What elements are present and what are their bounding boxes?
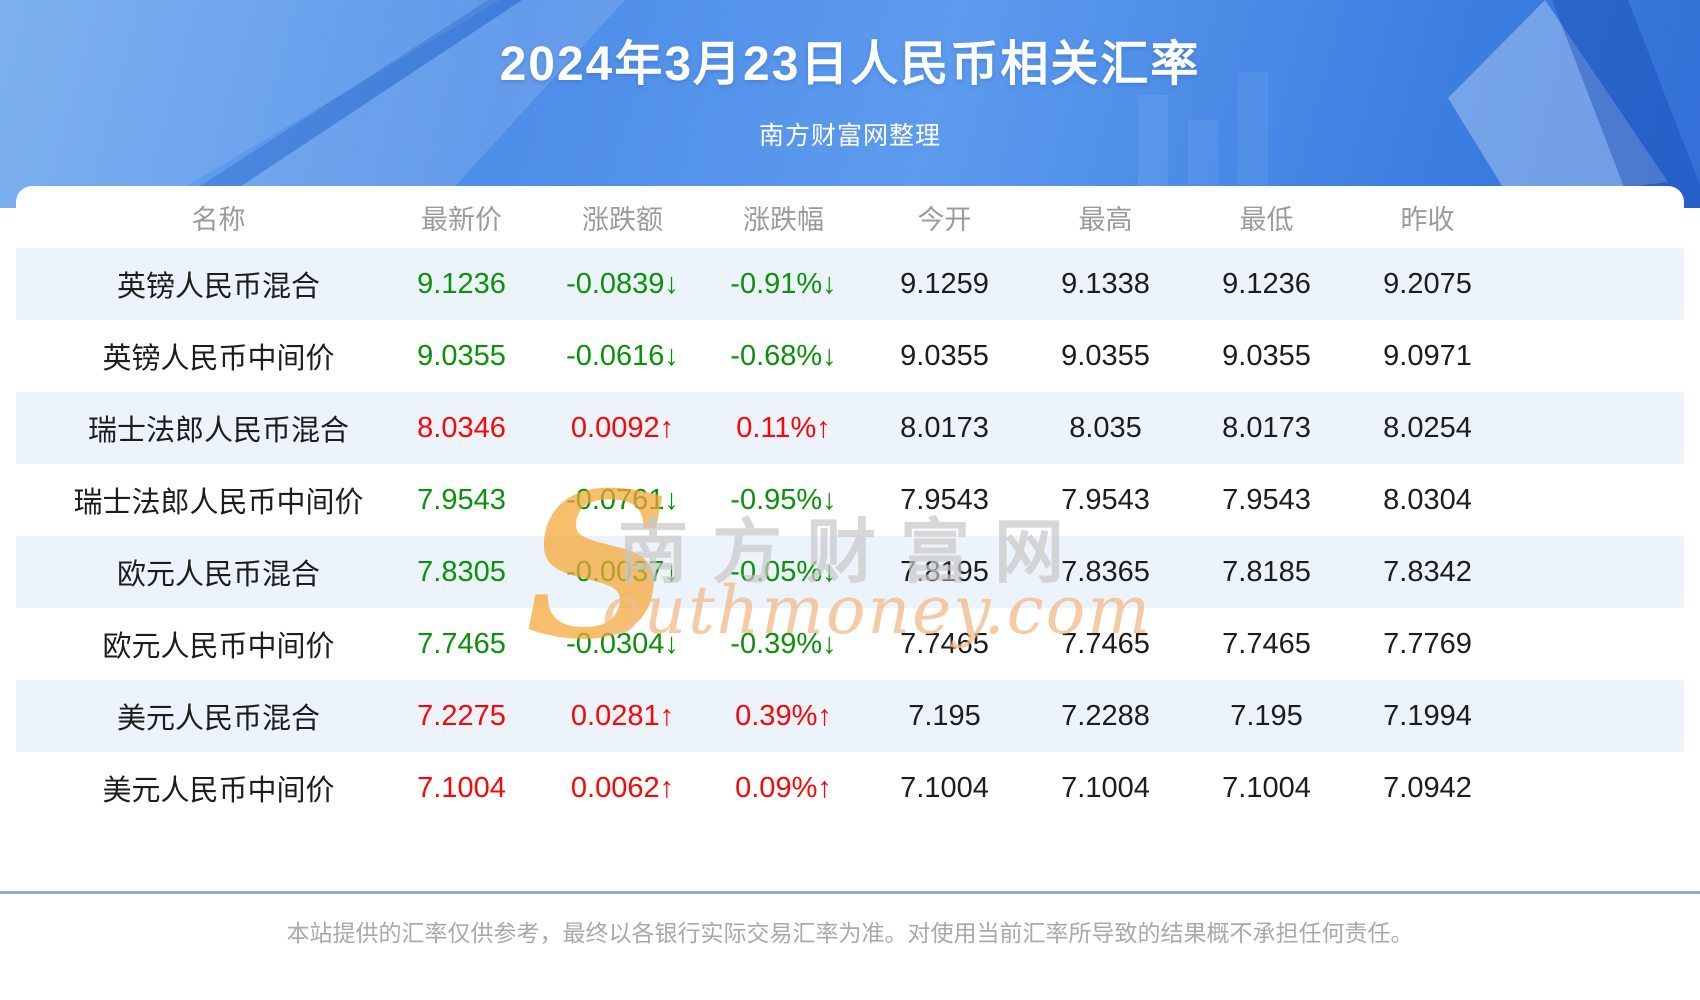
cell-currency-name: 美元人民币中间价 [102, 775, 335, 807]
cell-open-price: 7.9543 [900, 483, 989, 516]
table-row: 欧元人民币中间价 7.7465 -0.0304↓ -0.39%↓ 7.7465 … [16, 608, 1684, 680]
cell-prev-close: 7.0942 [1383, 771, 1472, 804]
page-subtitle: 南方财富网整理 [758, 122, 941, 150]
cell-latest-price: 7.7465 [417, 627, 506, 660]
cell-low-price: 9.1236 [1222, 267, 1311, 300]
table-row: 英镑人民币中间价 9.0355 -0.0616↓ -0.68%↓ 9.0355 … [16, 320, 1684, 392]
cell-latest-price: 9.1236 [417, 267, 506, 300]
cell-open-price: 7.1004 [900, 771, 989, 804]
cell-currency-name: 美元人民币混合 [116, 703, 320, 735]
cell-high-price: 7.9543 [1061, 483, 1150, 516]
cell-latest-price: 7.8305 [417, 555, 506, 588]
cell-high-price: 9.0355 [1061, 339, 1150, 372]
cell-prev-close: 8.0304 [1383, 483, 1472, 516]
cell-currency-name: 英镑人民币混合 [116, 271, 320, 303]
cell-low-price: 7.1004 [1222, 771, 1311, 804]
cell-change-amount: -0.0761↓ [566, 483, 679, 516]
cell-change-percent: 0.39%↑ [735, 699, 832, 732]
footer-divider [0, 891, 1700, 894]
column-header-change-pct: 涨跌幅 [743, 204, 824, 235]
cell-change-percent: -0.39%↓ [730, 627, 837, 660]
exchange-rate-table: 名称 最新价 涨跌额 涨跌幅 今开 最高 最低 昨收 英镑人民币混合 9.123… [16, 186, 1684, 824]
column-header-high: 最高 [1078, 204, 1133, 235]
cell-latest-price: 7.9543 [417, 483, 506, 516]
cell-currency-name: 英镑人民币中间价 [102, 343, 335, 375]
cell-open-price: 8.0173 [900, 411, 989, 444]
cell-change-amount: 0.0281↑ [570, 699, 675, 732]
column-header-latest: 最新价 [421, 204, 502, 235]
cell-high-price: 7.2288 [1061, 699, 1150, 732]
cell-open-price: 7.7465 [900, 627, 989, 660]
column-header-change: 涨跌额 [582, 204, 663, 235]
cell-latest-price: 8.0346 [417, 411, 506, 444]
cell-open-price: 9.1259 [900, 267, 989, 300]
cell-high-price: 7.1004 [1061, 771, 1150, 804]
table-header-row: 名称 最新价 涨跌额 涨跌幅 今开 最高 最低 昨收 [16, 186, 1684, 248]
cell-change-percent: -0.91%↓ [730, 267, 837, 300]
column-header-name: 名称 [191, 204, 246, 235]
column-header-prev-close: 昨收 [1400, 204, 1455, 235]
column-header-low: 最低 [1239, 204, 1294, 235]
table-row: 瑞士法郎人民币中间价 7.9543 -0.0761↓ -0.95%↓ 7.954… [16, 464, 1684, 536]
cell-change-amount: -0.0616↓ [566, 339, 679, 372]
cell-change-percent: 0.09%↑ [735, 771, 832, 804]
table-row: 欧元人民币混合 7.8305 -0.0037↓ -0.05%↓ 7.8195 7… [16, 536, 1684, 608]
cell-high-price: 7.7465 [1061, 627, 1150, 660]
cell-change-amount: -0.0037↓ [566, 555, 679, 588]
cell-open-price: 7.8195 [900, 555, 989, 588]
disclaimer-text: 本站提供的汇率仅供参考，最终以各银行实际交易汇率为准。对使用当前汇率所导致的结果… [286, 920, 1414, 946]
table-body: 英镑人民币混合 9.1236 -0.0839↓ -0.91%↓ 9.1259 9… [16, 248, 1684, 824]
cell-high-price: 8.035 [1069, 411, 1142, 444]
cell-latest-price: 7.1004 [417, 771, 506, 804]
table-row: 美元人民币中间价 7.1004 0.0062↑ 0.09%↑ 7.1004 7.… [16, 752, 1684, 824]
table-row: 美元人民币混合 7.2275 0.0281↑ 0.39%↑ 7.195 7.22… [16, 680, 1684, 752]
cell-currency-name: 瑞士法郎人民币混合 [87, 415, 349, 447]
cell-prev-close: 9.0971 [1383, 339, 1472, 372]
cell-currency-name: 瑞士法郎人民币中间价 [73, 487, 364, 519]
cell-open-price: 7.195 [908, 699, 981, 732]
cell-low-price: 8.0173 [1222, 411, 1311, 444]
cell-change-amount: 0.0092↑ [570, 411, 675, 444]
cell-prev-close: 7.8342 [1383, 555, 1472, 588]
cell-currency-name: 欧元人民币中间价 [102, 631, 335, 663]
column-header-open: 今开 [917, 204, 972, 235]
cell-latest-price: 7.2275 [417, 699, 506, 732]
cell-prev-close: 8.0254 [1383, 411, 1472, 444]
cell-prev-close: 7.7769 [1383, 627, 1472, 660]
cell-prev-close: 9.2075 [1383, 267, 1472, 300]
cell-change-percent: 0.11%↑ [736, 411, 831, 444]
cell-prev-close: 7.1994 [1383, 699, 1472, 732]
cell-high-price: 7.8365 [1061, 555, 1150, 588]
cell-change-percent: -0.95%↓ [730, 483, 837, 516]
cell-change-percent: -0.05%↓ [730, 555, 837, 588]
cell-currency-name: 欧元人民币混合 [116, 559, 320, 591]
cell-change-amount: -0.0839↓ [566, 267, 679, 300]
page-title: 2024年3月23日人民币相关汇率 [499, 38, 1201, 91]
table-row: 英镑人民币混合 9.1236 -0.0839↓ -0.91%↓ 9.1259 9… [16, 248, 1684, 320]
cell-change-amount: -0.0304↓ [566, 627, 679, 660]
hero-banner: 2024年3月23日人民币相关汇率 南方财富网整理 [0, 0, 1700, 208]
cell-low-price: 9.0355 [1222, 339, 1311, 372]
cell-latest-price: 9.0355 [417, 339, 506, 372]
cell-low-price: 7.8185 [1222, 555, 1311, 588]
cell-low-price: 7.7465 [1222, 627, 1311, 660]
cell-open-price: 9.0355 [900, 339, 989, 372]
cell-change-percent: -0.68%↓ [730, 339, 837, 372]
cell-low-price: 7.195 [1230, 699, 1303, 732]
cell-low-price: 7.9543 [1222, 483, 1311, 516]
cell-change-amount: 0.0062↑ [570, 771, 675, 804]
cell-high-price: 9.1338 [1061, 267, 1150, 300]
table-row: 瑞士法郎人民币混合 8.0346 0.0092↑ 0.11%↑ 8.0173 8… [16, 392, 1684, 464]
candlestick-decoration-icon [1238, 72, 1268, 208]
